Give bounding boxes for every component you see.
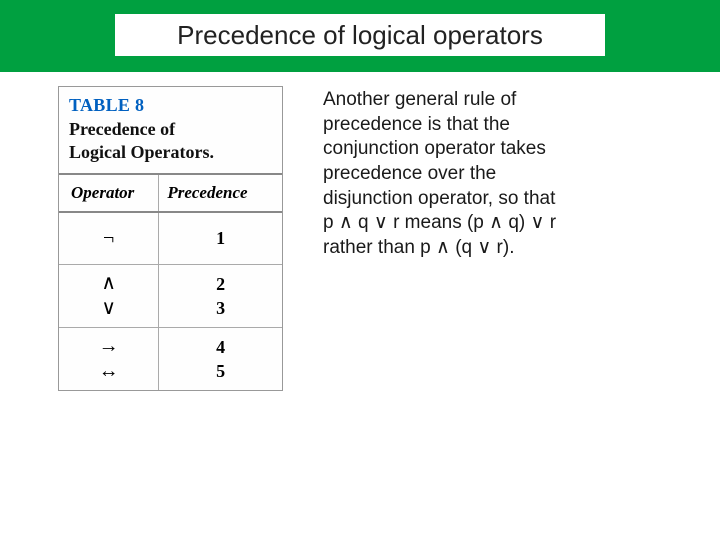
precedence-value: 4 (216, 335, 225, 359)
precedence-value: 3 (216, 296, 225, 320)
para-line: conjunction operator takes (323, 138, 546, 159)
para-line: rather than p ∧ (q ∨ r). (323, 237, 515, 258)
content-area: TABLE 8 Precedence of Logical Operators.… (0, 86, 720, 391)
title-box: Precedence of logical operators (115, 14, 605, 56)
explanation-paragraph: Another general rule of precedence is th… (323, 86, 663, 391)
table-row: ∧ ∨ 2 3 (59, 265, 282, 328)
operator-symbol: ↔ (99, 359, 119, 384)
operator-symbol: ∨ (101, 296, 116, 321)
operator-symbol: ∧ (101, 271, 116, 296)
cell-operator: → ↔ (59, 328, 159, 390)
cell-precedence: 4 5 (159, 328, 282, 390)
operator-symbol: ¬ (103, 226, 114, 251)
para-line: Another general rule of (323, 89, 516, 110)
para-line: p ∧ q ∨ r means (p ∧ q) ∨ r (323, 212, 556, 233)
precedence-table: TABLE 8 Precedence of Logical Operators.… (58, 86, 283, 391)
col-header-precedence: Precedence (159, 175, 282, 211)
cell-operator: ∧ ∨ (59, 265, 159, 327)
table-row: → ↔ 4 5 (59, 328, 282, 390)
cell-operator: ¬ (59, 213, 159, 264)
cell-precedence: 2 3 (159, 265, 282, 327)
precedence-value: 5 (216, 359, 225, 383)
precedence-value: 1 (216, 226, 225, 250)
precedence-value: 2 (216, 272, 225, 296)
page-title: Precedence of logical operators (177, 20, 543, 51)
table-title: Precedence of Logical Operators. (69, 118, 272, 163)
table-title-line2: Logical Operators. (69, 142, 214, 162)
col-header-operator: Operator (59, 175, 159, 211)
operator-symbol: → (99, 334, 119, 359)
table-header-row: Operator Precedence (59, 175, 282, 213)
table-caption: TABLE 8 Precedence of Logical Operators. (59, 87, 282, 175)
table-row: ¬ 1 (59, 213, 282, 265)
para-line: disjunction operator, so that (323, 188, 555, 209)
table-label: TABLE 8 (69, 95, 272, 116)
table-title-line1: Precedence of (69, 119, 175, 139)
para-line: precedence is that the (323, 114, 510, 135)
header-band: Precedence of logical operators (0, 0, 720, 72)
para-line: precedence over the (323, 163, 496, 184)
cell-precedence: 1 (159, 213, 282, 264)
